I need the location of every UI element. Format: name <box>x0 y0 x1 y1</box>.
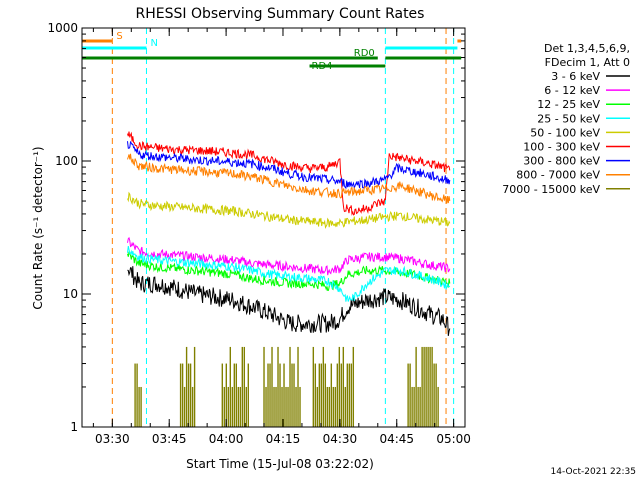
x-tick-label-1: 03:45 <box>152 432 187 446</box>
y-tick-label-2: 100 <box>55 154 78 168</box>
series-line-50-100-kev <box>127 191 451 229</box>
plot-area: S N RD0 RD4 <box>82 28 462 427</box>
legend-label-8: 7000 - 15000 keV <box>502 183 600 196</box>
x-tick-label-3: 04:15 <box>266 432 301 446</box>
x-tick-label-6: 05:00 <box>436 432 471 446</box>
state-bar-label-rd4: RD4 <box>312 61 333 72</box>
state-bar-label-s: S <box>116 31 122 42</box>
y-tick-label-0: 1 <box>70 420 78 434</box>
y-tick-label-3: 1000 <box>47 21 78 35</box>
plot-frame <box>81 27 466 428</box>
legend-label-2: 12 - 25 keV <box>537 98 600 111</box>
series-line-6-12-kev <box>127 236 451 276</box>
y-axis-label: Count Rate (s⁻¹ detector⁻¹) <box>31 146 45 309</box>
legend-header-2: FDecim 1, Att 0 <box>545 56 630 69</box>
legend-label-6: 300 - 800 keV <box>523 155 600 168</box>
legend-label-0: 3 - 6 keV <box>551 70 600 83</box>
series-line-800-7000-kev <box>127 153 451 204</box>
series-line-300-800-kev <box>127 140 451 190</box>
x-tick-label-4: 04:30 <box>323 432 358 446</box>
series-line-3-6-kev <box>127 266 451 336</box>
legend-label-3: 25 - 50 keV <box>537 112 600 125</box>
series-line-25-50-kev <box>127 245 451 302</box>
timestamp-footer: 14-Oct-2021 22:35 <box>550 467 636 477</box>
x-tick-label-0: 03:30 <box>95 432 130 446</box>
x-tick-label-5: 04:45 <box>379 432 414 446</box>
axes: 03:30 03:45 04:00 04:15 04:30 04:45 05:00 1 10 10… <box>47 21 470 446</box>
chart-title: RHESSI Observing Summary Count Rates <box>136 6 425 22</box>
state-bar-label-rd0: RD0 <box>354 48 375 59</box>
legend-header-1: Det 1,3,4,5,6,9, <box>544 42 630 55</box>
legend-label-1: 6 - 12 keV <box>544 84 600 97</box>
y-tick-label-1: 10 <box>63 287 78 301</box>
state-bar-label-n: N <box>150 38 157 49</box>
x-tick-label-2: 04:00 <box>209 432 244 446</box>
x-axis-label: Start Time (15-Jul-08 03:22:02) <box>186 457 374 471</box>
legend-label-5: 100 - 300 keV <box>523 141 600 154</box>
legend: Det 1,3,4,5,6,9, FDecim 1, Att 0 3 - 6 k… <box>502 42 630 196</box>
legend-label-7: 800 - 7000 keV <box>516 169 600 182</box>
legend-label-4: 50 - 100 keV <box>530 126 600 139</box>
